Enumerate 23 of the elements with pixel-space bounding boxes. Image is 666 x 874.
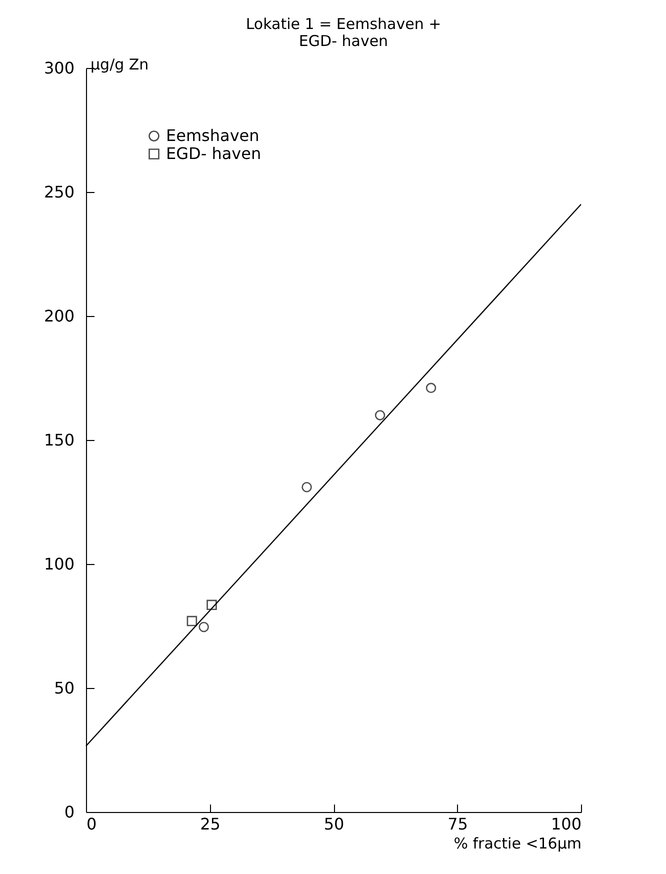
y-tick-label: 200 [44, 306, 74, 326]
x-axis-title: % fractie <16µm [454, 834, 582, 852]
y-tick-label: 100 [44, 554, 74, 574]
y-tick-label: 250 [44, 182, 74, 202]
x-tick-label: 25 [200, 814, 220, 834]
legend-label: EGD- haven [166, 144, 262, 163]
y-tick-label: 150 [44, 430, 74, 450]
point [426, 382, 436, 394]
y-tick-label: 300 [44, 58, 74, 78]
point [198, 622, 209, 632]
legend-label: Eemshaven [166, 126, 260, 145]
y-axis-title: µg/g Zn [90, 56, 149, 74]
point [374, 410, 386, 420]
point [186, 616, 198, 626]
point [206, 600, 217, 610]
chart-title: Lokatie 1 = Eemshaven + EGD- haven [246, 15, 442, 50]
point [302, 482, 312, 492]
x-tick-label: 50 [324, 814, 344, 834]
x-tick-label: 75 [448, 814, 468, 834]
x-tick-label: 100 [550, 814, 582, 834]
y-tick-label: 50 [54, 678, 74, 698]
y-tick-label: 0 [64, 802, 74, 822]
x-tick-label: 0 [86, 814, 97, 834]
